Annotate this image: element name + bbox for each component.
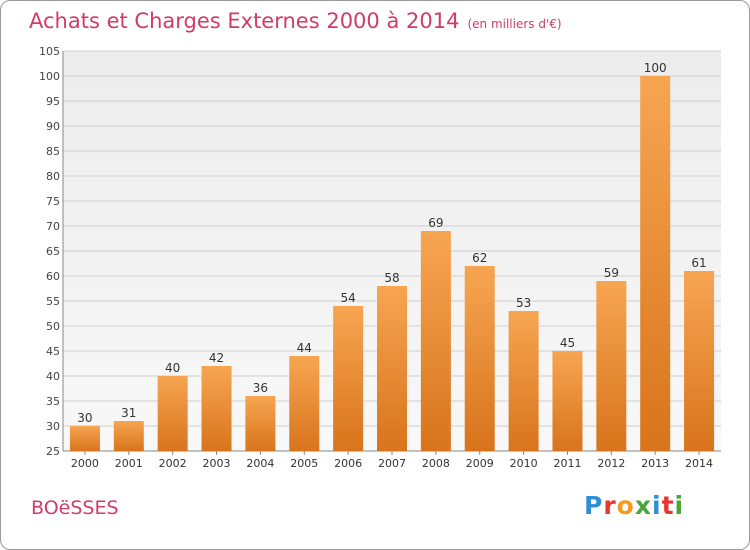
y-tick-label: 30 xyxy=(46,420,60,433)
y-tick-label: 40 xyxy=(46,370,60,383)
data-label: 59 xyxy=(604,266,619,280)
bar xyxy=(289,356,320,451)
bar xyxy=(596,281,627,451)
x-tick-label: 2009 xyxy=(466,457,494,470)
bar xyxy=(377,286,407,451)
x-tick-label: 2006 xyxy=(334,457,362,470)
bar xyxy=(69,426,100,451)
x-tick-label: 2011 xyxy=(553,457,581,470)
bar xyxy=(684,271,715,451)
x-tick-label: 2008 xyxy=(422,457,450,470)
data-label: 30 xyxy=(77,411,92,425)
x-tick-label: 2013 xyxy=(641,457,669,470)
x-tick-label: 2005 xyxy=(290,457,318,470)
bar xyxy=(333,306,364,451)
logo-letter: o xyxy=(616,491,635,520)
proxiti-logo: Proxiti xyxy=(584,491,684,520)
x-tick-label: 2010 xyxy=(510,457,538,470)
data-label: 31 xyxy=(121,406,136,420)
logo-letter: P xyxy=(584,491,604,520)
data-label: 53 xyxy=(516,296,531,310)
bar xyxy=(640,76,671,451)
data-label: 62 xyxy=(472,251,487,265)
x-tick-label: 2012 xyxy=(597,457,625,470)
chart-title: Achats et Charges Externes 2000 à 2014 xyxy=(29,9,460,33)
bar xyxy=(552,351,583,451)
y-tick-label: 90 xyxy=(46,120,60,133)
y-tick-label: 50 xyxy=(46,320,60,333)
data-label: 100 xyxy=(644,61,667,75)
x-tick-label: 2003 xyxy=(203,457,231,470)
data-label: 36 xyxy=(253,381,268,395)
y-tick-label: 100 xyxy=(39,70,60,83)
data-label: 54 xyxy=(340,291,355,305)
bar xyxy=(157,376,188,451)
place-name: BOëSSES xyxy=(31,497,119,519)
x-tick-label: 2014 xyxy=(685,457,713,470)
y-tick-label: 35 xyxy=(46,395,60,408)
data-label: 42 xyxy=(209,351,224,365)
x-tick-label: 2002 xyxy=(159,457,187,470)
x-tick-label: 2004 xyxy=(246,457,274,470)
logo-letter: t xyxy=(661,491,675,520)
bar xyxy=(113,421,144,451)
y-tick-label: 80 xyxy=(46,170,60,183)
bar xyxy=(508,311,539,451)
x-tick-label: 2001 xyxy=(115,457,143,470)
y-tick-label: 75 xyxy=(46,195,60,208)
data-label: 58 xyxy=(384,271,399,285)
data-label: 45 xyxy=(560,336,575,350)
y-tick-label: 65 xyxy=(46,245,60,258)
y-tick-label: 60 xyxy=(46,270,60,283)
y-tick-label: 45 xyxy=(46,345,60,358)
y-tick-label: 25 xyxy=(46,445,60,458)
logo-letter: r xyxy=(603,491,617,520)
x-tick-label: 2007 xyxy=(378,457,406,470)
data-label: 40 xyxy=(165,361,180,375)
bar xyxy=(464,266,495,451)
logo-letter: i xyxy=(652,491,662,520)
y-tick-label: 85 xyxy=(46,145,60,158)
y-tick-label: 55 xyxy=(46,295,60,308)
y-tick-label: 105 xyxy=(39,45,60,58)
chart-title-block: Achats et Charges Externes 2000 à 2014 (e… xyxy=(29,9,562,33)
data-label: 69 xyxy=(428,216,443,230)
data-label: 61 xyxy=(691,256,706,270)
data-label: 44 xyxy=(297,341,312,355)
y-tick-label: 95 xyxy=(46,95,60,108)
bar xyxy=(201,366,232,451)
x-tick-label: 2000 xyxy=(71,457,99,470)
chart-subtitle: (en milliers d'€) xyxy=(467,17,562,31)
bar xyxy=(245,396,276,451)
logo-letter: i xyxy=(674,491,685,520)
logo-letter: x xyxy=(634,491,652,520)
y-tick-label: 70 xyxy=(46,220,60,233)
bar xyxy=(420,231,451,451)
